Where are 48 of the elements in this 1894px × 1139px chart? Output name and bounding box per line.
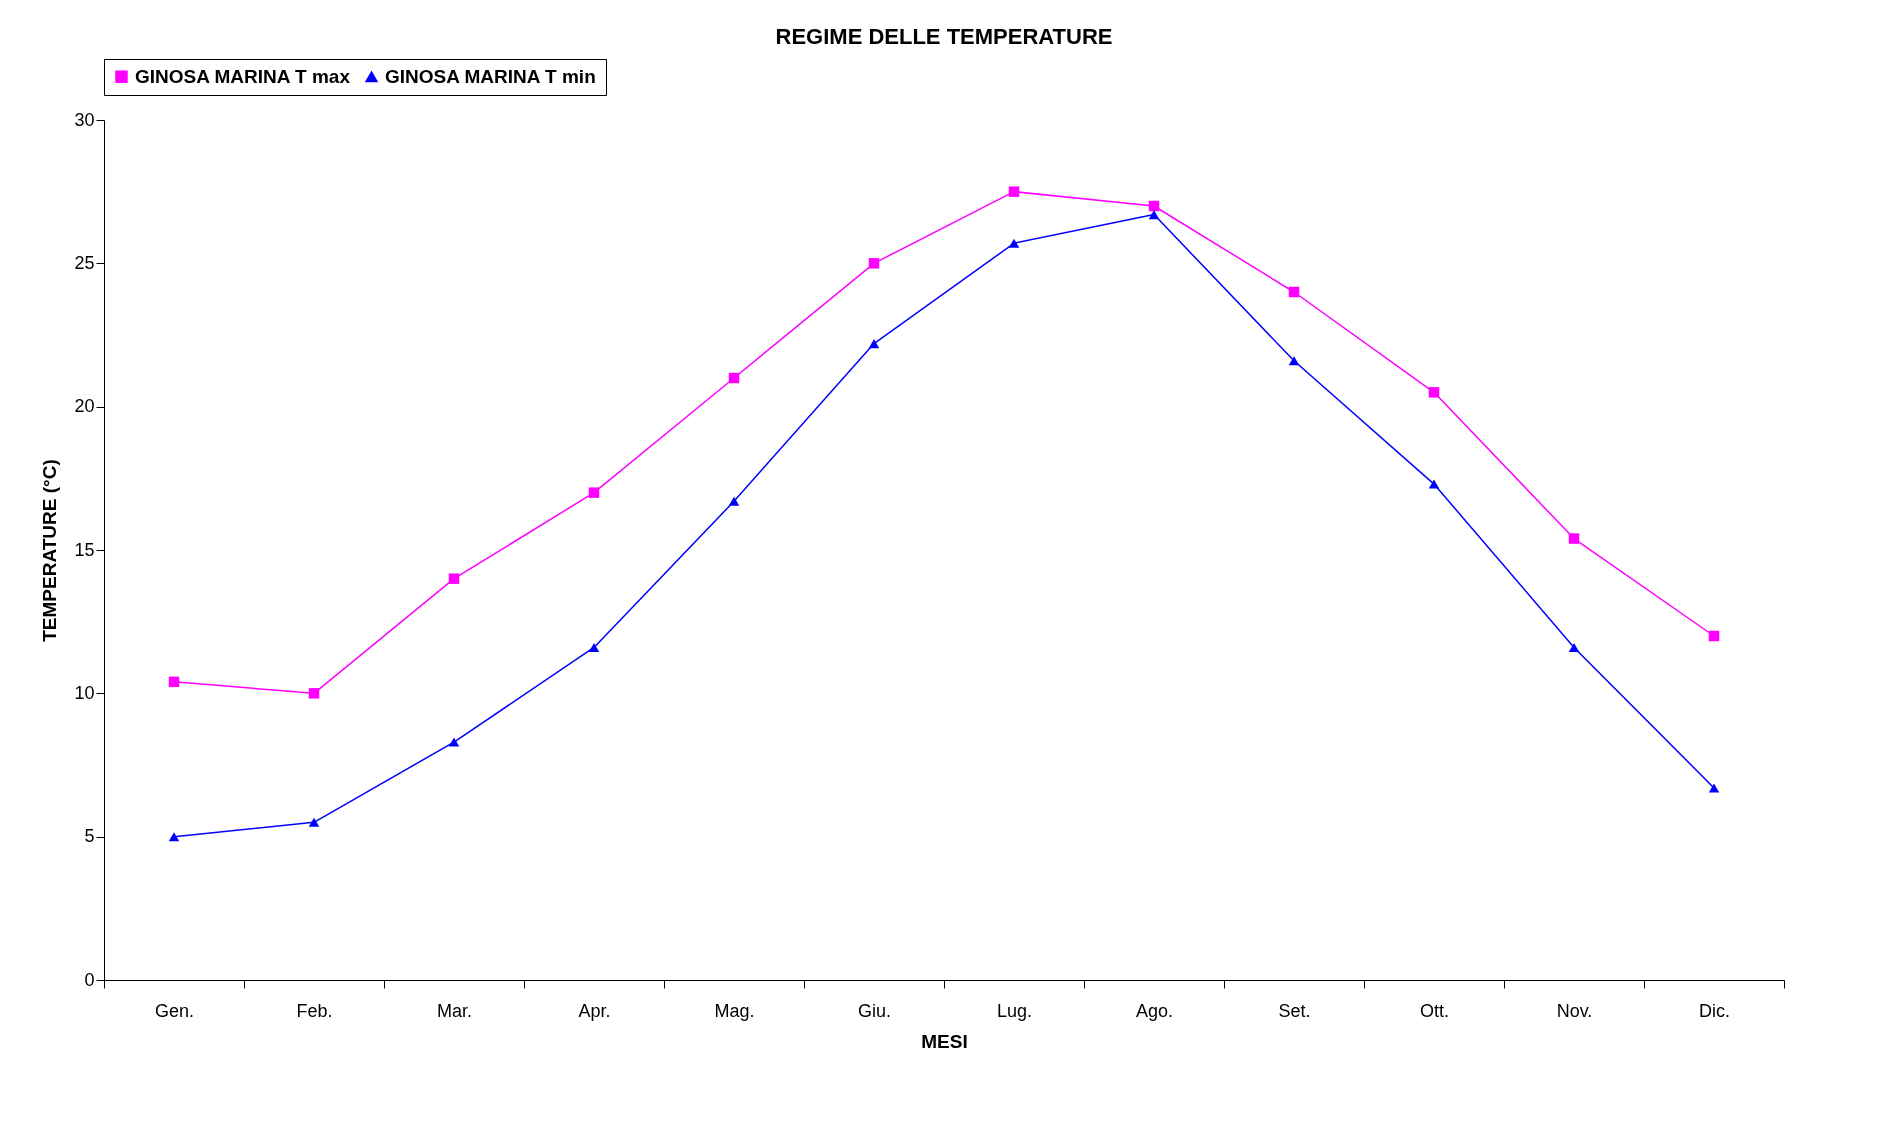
chart-title: REGIME DELLE TEMPERATURE xyxy=(775,23,1113,49)
point xyxy=(1708,630,1720,642)
y-tick-label: 30 xyxy=(74,109,95,130)
x-tick-label: Mar. xyxy=(436,1000,473,1021)
point xyxy=(728,372,740,384)
x-tick-label: Gen. xyxy=(154,1000,195,1021)
x-tick-label: Giu. xyxy=(857,1000,892,1021)
x-tick-label: Ott. xyxy=(1419,1000,1450,1021)
point xyxy=(168,676,180,688)
y-tick-label: 25 xyxy=(74,252,95,273)
x-tick-label: Mag. xyxy=(714,1000,755,1021)
point xyxy=(448,737,460,747)
point xyxy=(1428,479,1440,489)
x-tick-label: Set. xyxy=(1278,1000,1311,1021)
point xyxy=(868,258,880,269)
point xyxy=(1008,238,1020,248)
x-axis-title: MESI xyxy=(921,1030,968,1052)
y-tick-label: 5 xyxy=(84,826,95,847)
point xyxy=(1288,356,1300,366)
point xyxy=(1568,533,1580,544)
point xyxy=(308,817,320,827)
x-tick-label: Lug. xyxy=(996,1000,1033,1021)
x-tick-label: Apr. xyxy=(578,1000,611,1021)
legend-label: GINOSA MARINA T max xyxy=(135,65,351,87)
y-tick-label: 20 xyxy=(74,396,95,417)
point xyxy=(1708,783,1720,793)
point xyxy=(168,832,180,842)
point xyxy=(1288,286,1300,298)
point xyxy=(728,496,740,506)
x-tick-label: Ago. xyxy=(1135,1000,1174,1021)
point xyxy=(448,573,460,584)
y-tick-label: 15 xyxy=(74,539,95,560)
legend-label: GINOSA MARINA T min xyxy=(385,65,596,87)
point xyxy=(588,487,600,498)
point xyxy=(588,642,600,653)
point xyxy=(1148,210,1160,220)
point xyxy=(1148,200,1160,212)
point xyxy=(1428,387,1440,398)
y-tick-label: 10 xyxy=(74,682,95,703)
point xyxy=(868,339,880,349)
y-axis-title: TEMPERATURE (°C) xyxy=(39,459,61,642)
point xyxy=(1008,186,1020,197)
point xyxy=(1568,642,1580,653)
x-tick-label: Feb. xyxy=(296,1000,333,1021)
y-tick-label: 0 xyxy=(84,969,95,990)
x-tick-label: Dic. xyxy=(1699,1000,1730,1021)
point xyxy=(308,688,320,699)
x-tick-label: Nov. xyxy=(1556,1000,1593,1021)
